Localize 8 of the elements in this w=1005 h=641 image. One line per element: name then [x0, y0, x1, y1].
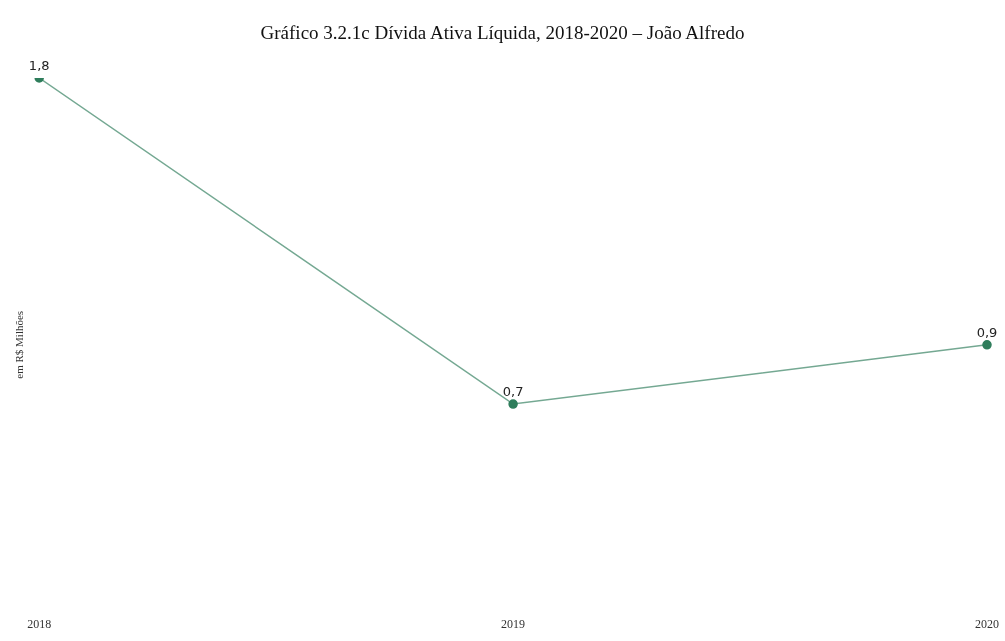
- data-label: 1,8: [28, 57, 50, 73]
- x-tick-label: 2020: [975, 616, 999, 631]
- data-label: 0,9: [976, 324, 998, 340]
- chart-title: Gráfico 3.2.1c Dívida Ativa Líquida, 2018-2020 – João Alfredo: [259, 22, 746, 44]
- x-tick-label: 2019: [501, 616, 526, 631]
- y-axis-title: em R$ Milhões: [13, 310, 26, 379]
- data-label: 0,7: [502, 383, 524, 399]
- x-tick-label: 2018: [27, 616, 52, 631]
